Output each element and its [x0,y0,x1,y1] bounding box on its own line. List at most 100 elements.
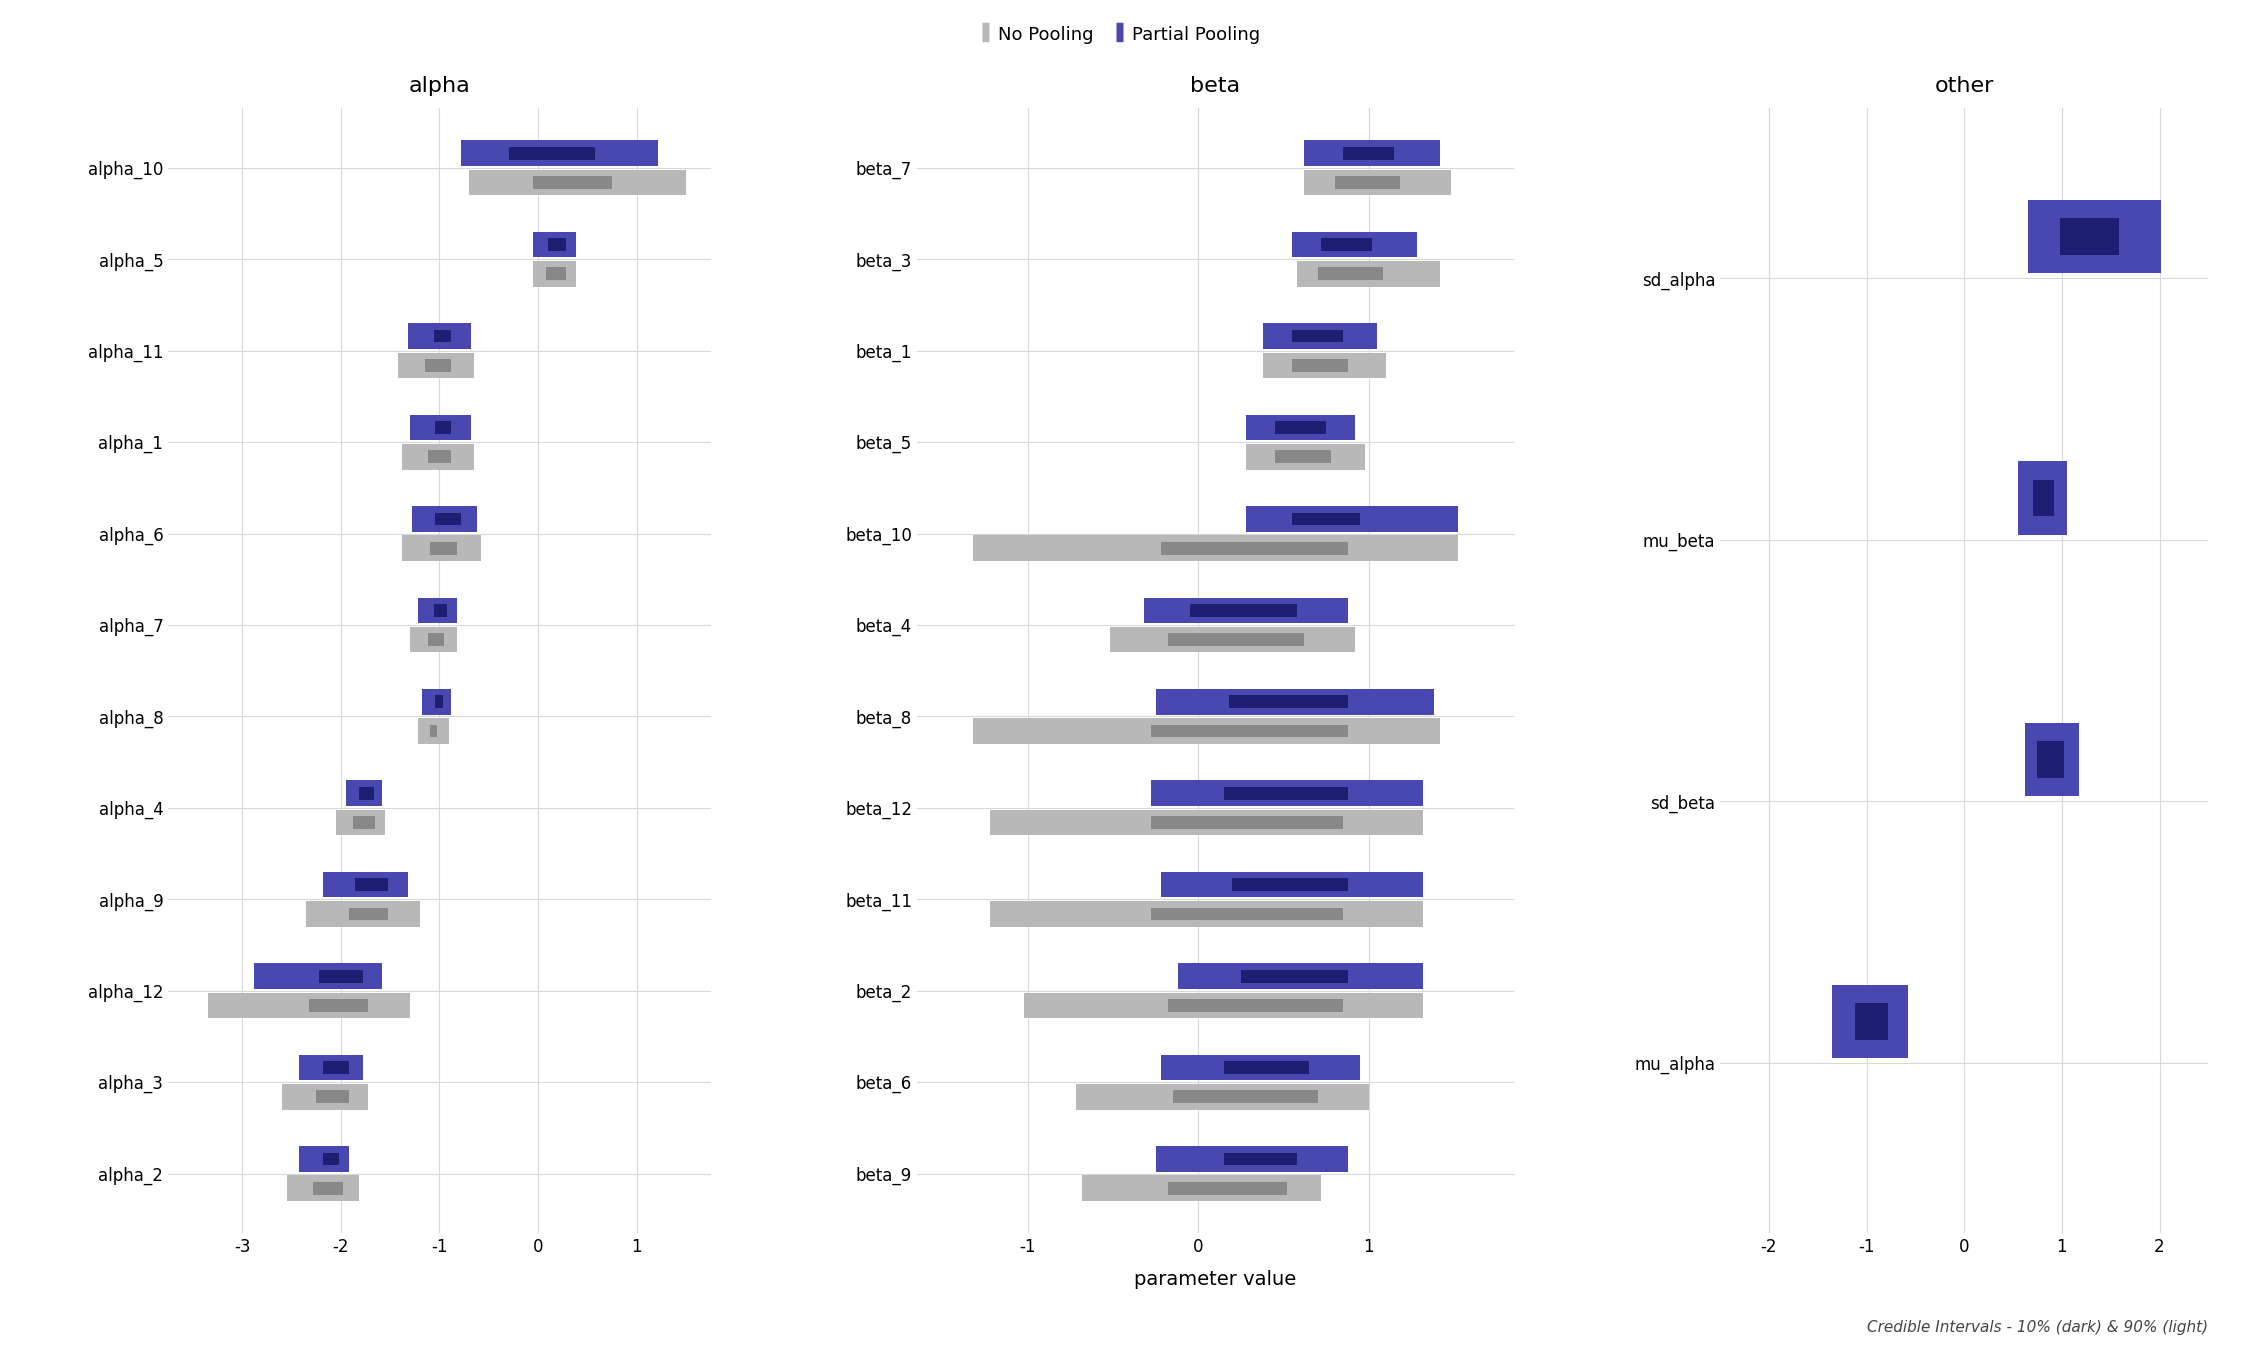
Bar [435,512,462,526]
Bar [399,352,473,378]
Bar [1083,1175,1321,1201]
Bar [413,507,478,531]
Bar [1168,633,1305,646]
Bar [469,169,686,195]
Bar [1305,141,1442,167]
Bar [1276,450,1332,463]
Bar [1291,359,1347,371]
Bar [424,359,451,371]
Bar [314,1182,343,1195]
Bar [1173,1091,1318,1103]
Bar [1168,1182,1287,1195]
Bar [509,146,596,160]
Bar [547,238,565,251]
Bar [1191,604,1298,617]
Bar [1150,780,1424,806]
Bar [421,688,451,714]
Bar [1247,415,1354,440]
Bar [433,329,451,343]
Bar [1318,267,1383,280]
Bar [1854,1003,1888,1039]
Bar [417,718,448,744]
Bar [1224,1061,1309,1075]
Bar [354,878,388,892]
Bar [408,324,471,348]
Bar [534,262,576,287]
Bar [2018,462,2067,535]
Bar [1262,352,1386,378]
Bar [435,421,451,434]
Bar [991,810,1424,835]
Bar [1334,176,1399,188]
Title: other: other [1935,76,1993,96]
Text: Credible Intervals - 10% (dark) & 90% (light): Credible Intervals - 10% (dark) & 90% (l… [1868,1320,2208,1335]
Bar [309,999,368,1012]
Bar [359,787,374,799]
Bar [401,444,473,470]
Bar [350,908,388,920]
Bar [1110,627,1354,653]
Bar [1076,1084,1370,1110]
Bar [1343,146,1395,160]
Bar [1233,878,1347,892]
Bar [300,1054,363,1080]
Bar [282,1084,368,1110]
Bar [1025,993,1424,1018]
Bar [534,176,612,188]
Bar [300,1146,350,1172]
Bar [345,780,381,806]
Bar [428,633,444,646]
Bar [991,901,1424,927]
Bar [1155,1146,1347,1172]
Bar [428,450,451,463]
Bar [323,1153,339,1165]
Bar [973,718,1442,744]
Bar [1168,999,1343,1012]
Bar [547,267,565,280]
Bar [1276,421,1327,434]
Bar [433,604,448,617]
Bar [1224,1153,1298,1165]
Bar [973,535,1457,561]
Bar [1229,695,1347,709]
Bar [2027,201,2161,274]
Bar [410,415,471,440]
Bar [287,1175,359,1201]
Bar [1262,324,1377,348]
Title: beta: beta [1191,76,1240,96]
Bar [209,993,410,1018]
Bar [1298,262,1442,287]
Bar [1832,985,1908,1058]
Title: alpha: alpha [408,76,471,96]
Bar [1161,1054,1361,1080]
Bar [2038,741,2065,778]
Bar [1247,444,1365,470]
Bar [1321,238,1372,251]
Bar [1291,329,1343,343]
X-axis label: parameter value: parameter value [1134,1270,1296,1289]
Bar [1247,507,1457,531]
Bar [410,627,457,653]
Bar [1161,871,1424,897]
Bar [253,963,381,989]
Bar [534,232,576,257]
Bar [1150,725,1347,737]
Bar [352,816,374,829]
Bar [323,1061,350,1075]
Bar [1161,542,1347,554]
Bar [417,598,457,623]
Bar [1242,970,1347,982]
Bar [2060,218,2119,255]
Bar [1150,816,1343,829]
Bar [401,535,480,561]
Bar [430,725,437,737]
Bar [1291,512,1361,526]
Bar [1143,598,1347,623]
Bar [430,542,457,554]
Legend: No Pooling, Partial Pooling: No Pooling, Partial Pooling [975,16,1267,53]
Bar [1150,908,1343,920]
Bar [462,141,659,167]
Bar [2033,480,2054,516]
Bar [318,970,363,982]
Bar [2025,724,2078,797]
